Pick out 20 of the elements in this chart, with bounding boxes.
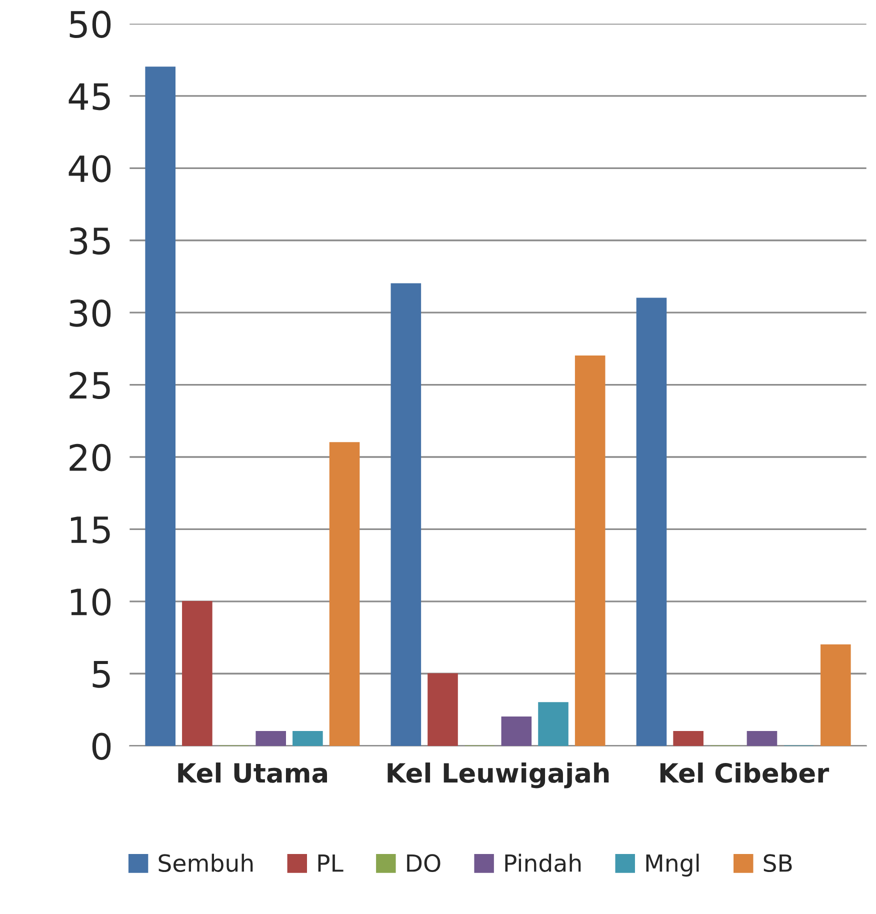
y-tick-label: 35: [70, 227, 110, 255]
y-tick-label: 50: [70, 10, 111, 38]
x-tick-label: Kel Leuwigajah: [388, 762, 609, 788]
legend-label: Pindah: [505, 854, 581, 872]
y-tick-label: 30: [70, 300, 111, 327]
legend-label: DO: [407, 854, 440, 872]
legend-label: PL: [318, 854, 344, 872]
x-tick-label: Kel Cibeber: [660, 762, 830, 783]
legend-label: Mngl: [646, 854, 699, 877]
x-tick-label: Kel Utama: [178, 762, 327, 783]
y-tick-label: 25: [70, 372, 110, 400]
y-tick-label: 45: [68, 83, 110, 110]
y-tick-label: 5: [92, 661, 110, 688]
legend-label: SB: [764, 854, 792, 872]
y-tick-label: 20: [70, 444, 111, 472]
y-tick-label: 15: [70, 516, 110, 544]
y-tick-label: 10: [70, 588, 111, 616]
y-tick-label: 40: [68, 155, 111, 182]
legend-label: Sembuh: [158, 854, 253, 872]
y-tick-label: 0: [92, 732, 111, 760]
